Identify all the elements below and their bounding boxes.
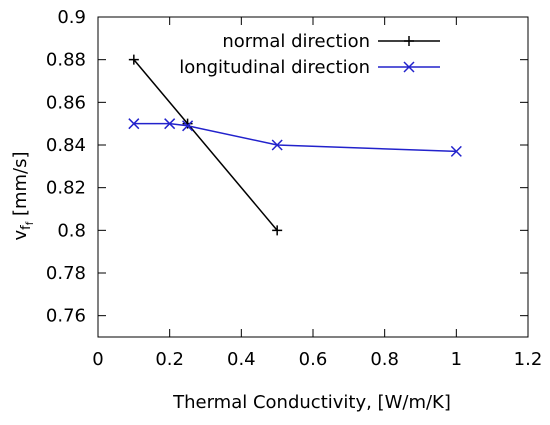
y-tick-label: 0.76 [46, 306, 86, 327]
legend: normal direction longitudinal direction [179, 31, 440, 78]
y-axis-ticks: 0.76 0.78 0.8 0.82 0.84 0.86 0.88 0.9 [46, 7, 528, 327]
y-tick-label: 0.88 [46, 50, 86, 71]
x-tick-label: 1.2 [514, 349, 543, 370]
legend-label: longitudinal direction [179, 57, 370, 78]
y-tick-label: 0.9 [57, 7, 86, 28]
legend-marker [403, 61, 415, 73]
x-tick-label: 0 [92, 349, 103, 370]
data-point [182, 120, 194, 132]
y-tick-label: 0.82 [46, 178, 86, 199]
y-axis-label-sub: f [19, 225, 34, 230]
y-axis-label-subsub: f [25, 221, 36, 225]
x-tick-label: 1 [451, 349, 462, 370]
series-line [133, 59, 278, 231]
x-tick-label: 0.4 [227, 349, 256, 370]
data-point [450, 145, 462, 157]
x-axis-label: Thermal Conductivity, [W/m/K] [172, 392, 451, 413]
y-axis-label-unit: [mm/s] [10, 151, 31, 221]
data-point [182, 118, 193, 129]
y-tick-label: 0.86 [46, 92, 86, 113]
data-point [128, 54, 139, 65]
x-axis-ticks: 0 0.2 0.4 0.6 0.8 1 1.2 [92, 17, 542, 370]
legend-entry: longitudinal direction [179, 57, 440, 78]
series-normal-direction [128, 54, 283, 236]
data-point [128, 118, 140, 130]
y-axis-label-main: v [10, 230, 31, 241]
x-tick-label: 0.2 [155, 349, 184, 370]
data-point [164, 118, 176, 130]
x-tick-label: 0.8 [370, 349, 399, 370]
series-layer [128, 54, 462, 236]
x-tick-label: 0.6 [299, 349, 328, 370]
legend-entry: normal direction [222, 31, 440, 52]
series-line [133, 122, 457, 153]
series-longitudinal-direction [128, 118, 462, 157]
legend-marker [404, 36, 414, 46]
data-point [271, 139, 283, 151]
legend-label: normal direction [222, 31, 370, 52]
data-point [272, 225, 283, 236]
y-tick-label: 0.8 [57, 220, 86, 241]
y-axis-label: vff [mm/s] [10, 151, 36, 240]
y-tick-label: 0.78 [46, 263, 86, 284]
y-tick-label: 0.84 [46, 135, 86, 156]
